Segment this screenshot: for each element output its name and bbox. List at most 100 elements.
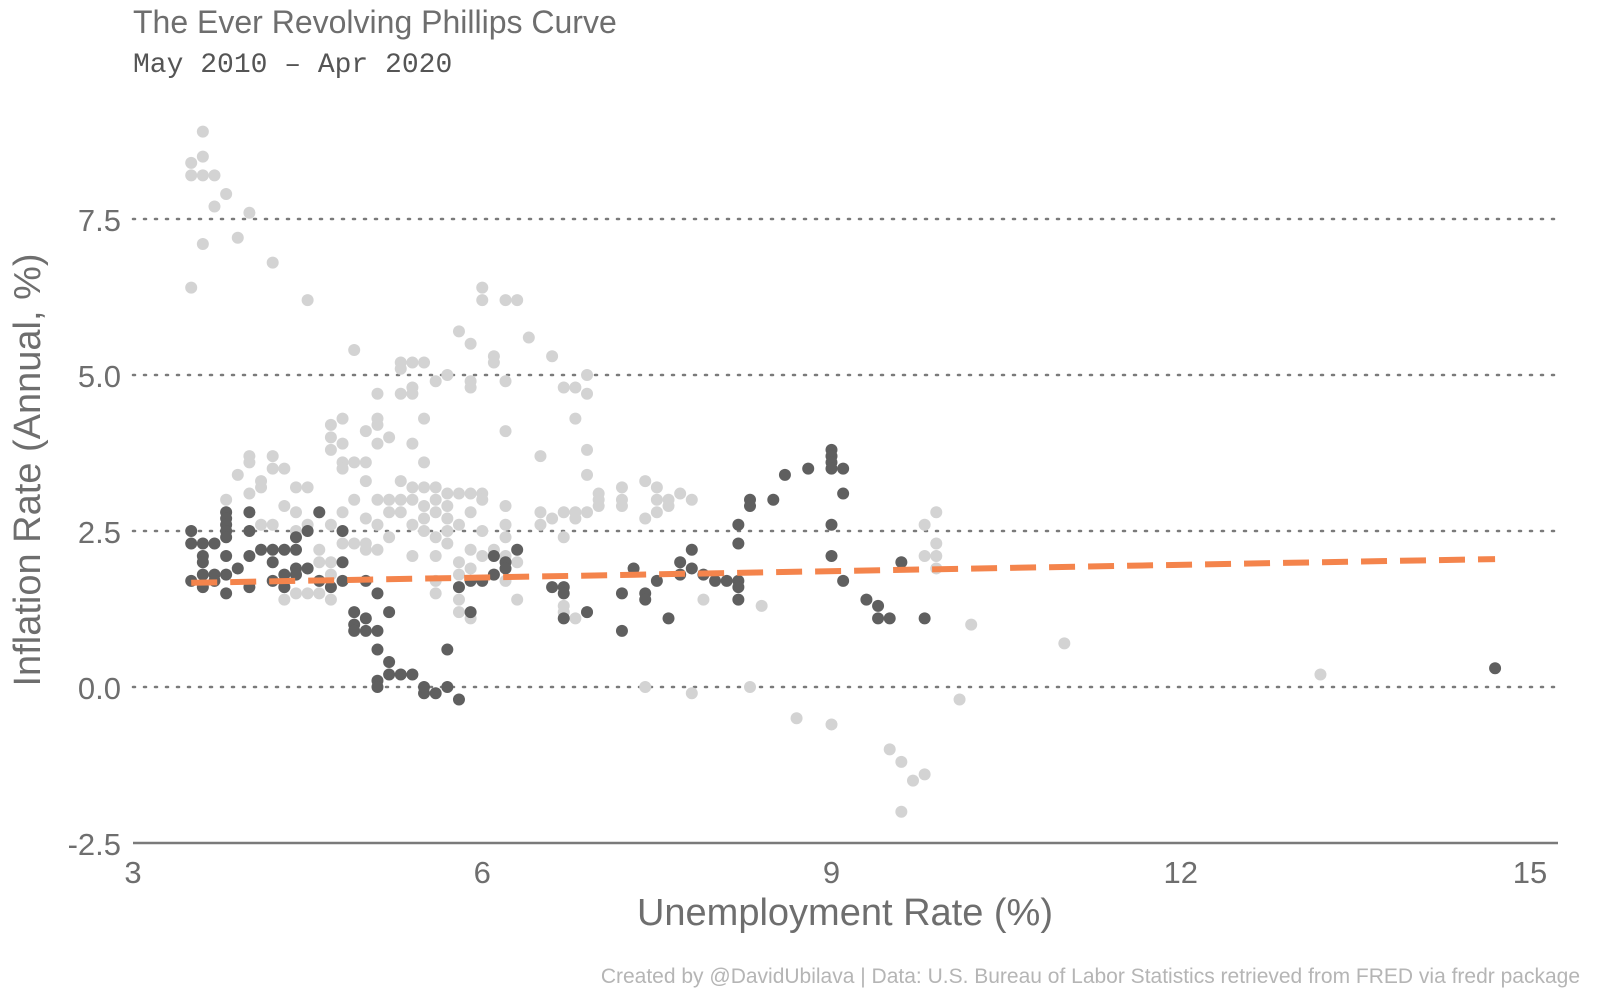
highlight-point [371,624,384,637]
background-point [569,412,582,425]
highlight-point [383,656,396,669]
highlight-point [336,574,349,587]
background-point [487,350,500,363]
highlight-point [662,612,675,625]
background-point [394,506,407,519]
highlight-point [243,525,256,537]
background-point [429,549,442,562]
background-point [557,381,570,394]
background-point [744,681,757,693]
highlight-point [208,537,221,550]
background-point [371,493,384,506]
background-point [557,506,570,519]
background-point [522,331,535,344]
highlight-point [837,462,850,475]
highlight-point [802,462,815,475]
highlight-point [674,556,687,569]
highlight-point [371,643,384,656]
highlight-point [627,562,640,575]
highlight-point [883,612,896,625]
background-point [650,481,663,494]
background-point [906,774,919,787]
background-point [918,768,931,781]
background-point [359,537,372,550]
highlight-point [313,506,326,519]
grid-lines [131,217,1557,689]
background-point [289,481,302,494]
background-point [953,693,966,706]
highlight-point [464,606,477,619]
background-point [569,506,582,519]
highlight-point [301,525,314,537]
background-point [499,500,512,513]
background-point [196,125,209,138]
background-point [441,525,454,537]
background-point [243,456,256,469]
highlight-point [196,537,209,550]
background-point [429,506,442,519]
background-point [476,493,489,506]
highlight-point [650,574,663,587]
background-point [185,156,198,169]
background-point [452,518,465,531]
background-point [464,381,477,394]
highlight-point [546,581,559,594]
highlight-point [837,574,850,587]
background-point [650,493,663,506]
background-point [418,525,431,537]
background-point [324,443,337,456]
background-point [406,518,419,531]
highlight-point [685,543,698,556]
background-point [301,294,314,307]
background-point [918,549,931,562]
y-tick-label: 5.0 [78,359,121,394]
background-point [255,518,268,531]
background-point [930,549,943,562]
background-point [476,281,489,294]
background-point [511,294,524,307]
background-point [406,481,419,494]
background-point [511,593,524,606]
background-point [220,493,233,506]
highlight-point [266,556,279,569]
background-point [371,543,384,556]
background-point [534,450,547,463]
background-point [883,743,896,756]
background-point [685,493,698,506]
background-point [266,462,279,475]
highlight-point [406,668,419,681]
highlight-point [895,556,908,569]
background-point [371,518,384,531]
highlight-point [511,543,524,556]
background-point [429,531,442,544]
y-axis-label: Inflation Rate (Annual, %) [7,253,49,686]
background-point [383,431,396,444]
highlight-point [720,574,733,587]
highlight-point [825,462,838,475]
background-point [394,387,407,400]
highlight-point [581,606,594,619]
highlight-point [278,581,291,594]
highlight-point [383,668,396,681]
highlight-point [289,531,302,544]
highlight-point [615,587,628,600]
highlight-point [872,612,885,625]
highlight-point [266,543,279,556]
background-point [464,562,477,575]
background-point [278,462,291,475]
highlight-point [371,681,384,693]
background-point [243,206,256,219]
background-point [348,344,361,357]
highlight-point [220,587,233,600]
background-point [383,506,396,519]
background-point [569,381,582,394]
highlight-point [767,493,780,506]
background-point [196,237,209,250]
background-point [615,500,628,513]
background-point [557,531,570,544]
highlight-point [452,693,465,706]
background-point [406,356,419,369]
background-point [464,506,477,519]
background-point [499,375,512,388]
background-point [697,593,710,606]
